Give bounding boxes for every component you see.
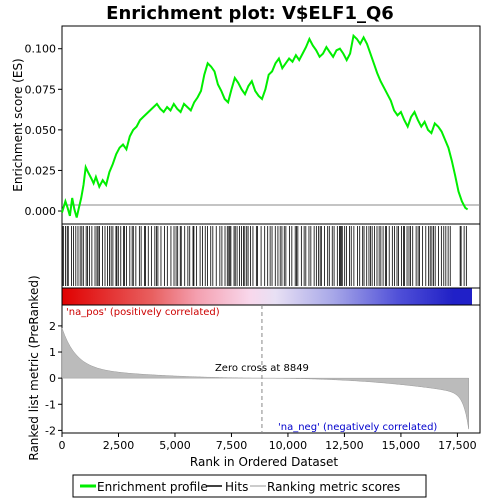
zero-cross-label: Zero cross at 8849 <box>215 363 309 374</box>
legend-hits-label: Hits <box>225 480 248 494</box>
es-axis-label: Enrichment score (ES) <box>11 58 25 191</box>
x-tick-label: 7,500 <box>216 439 248 452</box>
neg-correlated-label: 'na_neg' (negatively correlated) <box>278 422 437 433</box>
legend-enrichment-label: Enrichment profile <box>97 480 208 494</box>
x-tick-label: 5,000 <box>159 439 191 452</box>
x-tick-label: 15,000 <box>382 439 421 452</box>
es-tick-label: 0.100 <box>25 43 57 56</box>
es-tick-label: 0.075 <box>25 83 57 96</box>
es-tick-label: 0.000 <box>25 205 57 218</box>
es-axis-ticks: 0.000 0.025 0.050 0.075 0.100 <box>25 43 63 218</box>
x-axis-ticks: 0 2,500 5,000 7,500 10,000 12,500 15,000 17,500 <box>59 433 477 452</box>
metric-axis-label: Ranked list metric (PreRanked) <box>27 275 41 460</box>
x-axis-label: Rank in Ordered Dataset <box>190 455 338 469</box>
metric-tick-label: -1 <box>45 398 56 411</box>
chart-title: Enrichment plot: V$ELF1_Q6 <box>106 3 394 24</box>
ranking-color-bar-end <box>453 288 472 305</box>
legend-metric-label: Ranking metric scores <box>267 480 400 494</box>
es-panel-frame <box>62 26 480 224</box>
metric-tick-label: 0 <box>49 372 56 385</box>
metric-tick-label: 1 <box>49 346 56 359</box>
pos-correlated-label: 'na_pos' (positively correlated) <box>66 307 220 318</box>
es-tick-label: 0.025 <box>25 164 57 177</box>
metric-tick-label: 2 <box>49 320 56 333</box>
x-tick-label: 10,000 <box>269 439 308 452</box>
ranking-color-bar <box>62 288 472 305</box>
x-tick-label: 12,500 <box>325 439 364 452</box>
metric-tick-label: -2 <box>45 424 56 437</box>
x-tick-label: 17,500 <box>438 439 477 452</box>
metric-axis-ticks: -2 -1 0 1 2 <box>45 320 62 437</box>
x-tick-label: 2,500 <box>103 439 135 452</box>
es-tick-label: 0.050 <box>25 124 57 137</box>
x-tick-label: 0 <box>59 439 66 452</box>
